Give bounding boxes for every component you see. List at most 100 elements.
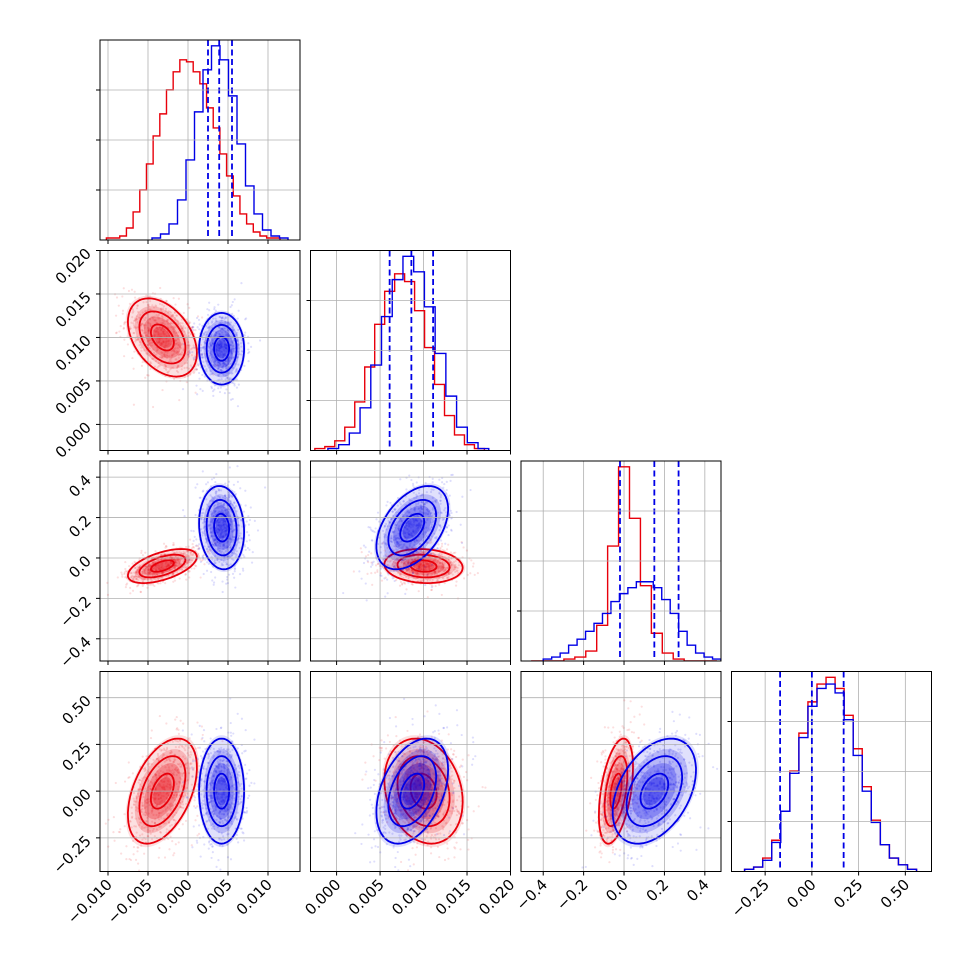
sample-point [395,534,398,537]
sample-point [230,734,233,737]
sample-point [413,506,416,509]
sample-point [211,541,214,544]
sample-point [428,509,431,512]
sample-point [149,578,152,581]
sample-point [382,557,385,561]
sample-point [191,347,194,350]
sample-point [444,566,447,570]
sample-point [445,492,448,495]
sample-point [230,349,233,352]
sample-point [420,567,423,570]
sample-point [159,297,162,300]
sample-point [139,765,142,768]
sample-point [426,508,429,511]
sample-point [193,370,196,373]
sample-point [219,329,222,332]
density-fill-blue [197,483,246,573]
sample-point [401,547,404,550]
sample-point [161,315,164,318]
sample-point [387,519,390,523]
sample-point [394,538,397,541]
sample-point [218,361,221,364]
sample-point [224,509,227,512]
sample-point [140,825,144,828]
sample-point [224,532,227,535]
sample-point [150,362,153,365]
sample-point [205,370,208,373]
sample-point [160,328,163,331]
sample-point [221,342,224,345]
sample-point [415,518,418,521]
sample-point [150,316,153,319]
sample-point [418,562,421,566]
sample-point [203,520,206,524]
sample-point [163,320,166,323]
sample-point [210,499,213,502]
sample-point [165,320,168,323]
sample-point [417,507,421,510]
sample-point [155,804,158,808]
sample-point [132,575,135,578]
sample-point [168,569,171,573]
sample-point [208,545,211,549]
sample-point [445,530,448,533]
sample-point [376,562,380,565]
sample-point [228,493,231,496]
sample-point [175,769,178,772]
sample-point [223,345,226,348]
sample-point [215,344,218,347]
sample-point [203,341,206,344]
sample-point [174,351,177,354]
sample-point [194,391,197,394]
sample-point [182,343,186,346]
sample-point [433,548,436,551]
sample-point [415,527,418,530]
sample-point [229,544,232,547]
sample-point [177,557,180,561]
sample-point [174,334,177,337]
panels: 0.0000.0050.0100.0150.020−0.4−0.20.00.20… [50,39,932,928]
sample-point [157,332,160,335]
sample-point [222,519,225,522]
sample-point [214,490,218,493]
sample-point [203,365,207,368]
sample-point [160,558,163,561]
sample-point [373,531,376,534]
sample-point [188,576,191,579]
sample-point [395,545,398,548]
sample-point [398,544,401,547]
sample-point [152,791,155,794]
sample-point [244,524,247,527]
sample-point [157,361,160,365]
sample-point [131,574,134,577]
sample-point [163,363,167,366]
sample-point [213,505,216,508]
sample-point [169,322,172,325]
sample-point [165,748,169,751]
sample-point [201,534,204,537]
sample-point [161,330,165,333]
sample-point [399,503,402,506]
sample-point [401,582,404,585]
sample-point [441,563,445,566]
sample-point [176,763,179,766]
sample-point [188,351,192,354]
sample-point [234,363,237,366]
sample-point [121,295,124,298]
sample-point [181,322,184,325]
sample-point [153,319,156,322]
sample-point [389,569,392,572]
sample-point [161,756,164,759]
sample-point [157,365,160,368]
sample-point [162,307,165,310]
sample-point [232,347,235,350]
sample-point [203,331,207,334]
sample-point [209,343,212,346]
sample-point [170,806,173,809]
sample-point [219,526,222,529]
sample-point [121,575,124,578]
sample-point [152,329,156,332]
sample-point [230,348,233,351]
sample-point [141,804,144,808]
sample-point [225,548,229,551]
